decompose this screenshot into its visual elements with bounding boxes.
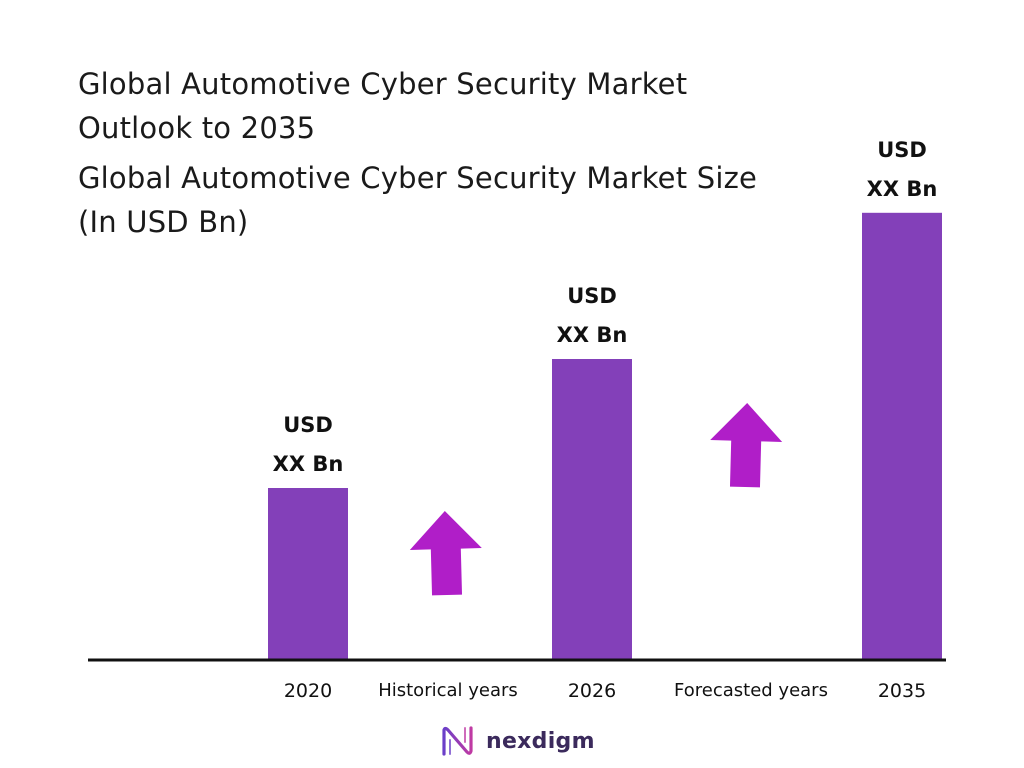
value-label-2035-line-1: USD — [877, 138, 927, 162]
period-label-1: Historical years — [378, 680, 518, 701]
value-label-2026-line-2: XX Bn — [557, 323, 628, 347]
title-block: Global Automotive Cyber Security Market … — [78, 62, 858, 244]
x-tick-label-2026: 2026 — [568, 680, 616, 702]
nexdigm-logo-icon — [442, 726, 473, 756]
x-tick-label-2020: 2020 — [284, 680, 332, 702]
chart-subtitle-line-1: Global Automotive Cyber Security Market … — [78, 161, 758, 195]
period-label-2: Forecasted years — [674, 680, 828, 701]
nexdigm-logo: nexdigm — [440, 722, 595, 760]
bar-2035 — [862, 212, 942, 661]
value-label-2035-line-2: XX Bn — [867, 177, 938, 201]
chart-title-line-1: Global Automotive Cyber Security Market — [78, 67, 688, 101]
chart-subtitle-line-2: (In USD Bn) — [78, 205, 249, 239]
value-label-2020-line-2: XX Bn — [273, 452, 344, 476]
logo-text: nexdigm — [486, 728, 595, 754]
bar-2026 — [552, 359, 632, 660]
chart-title-line-2: Outlook to 2035 — [78, 111, 316, 145]
value-label-2026-line-1: USD — [567, 284, 617, 308]
value-label-2020-line-1: USD — [283, 413, 333, 437]
up-arrow-icon-historical — [409, 511, 482, 596]
bar-2020 — [268, 488, 348, 660]
up-arrow-icon-forecast — [710, 403, 783, 488]
x-tick-label-2035: 2035 — [878, 680, 926, 702]
